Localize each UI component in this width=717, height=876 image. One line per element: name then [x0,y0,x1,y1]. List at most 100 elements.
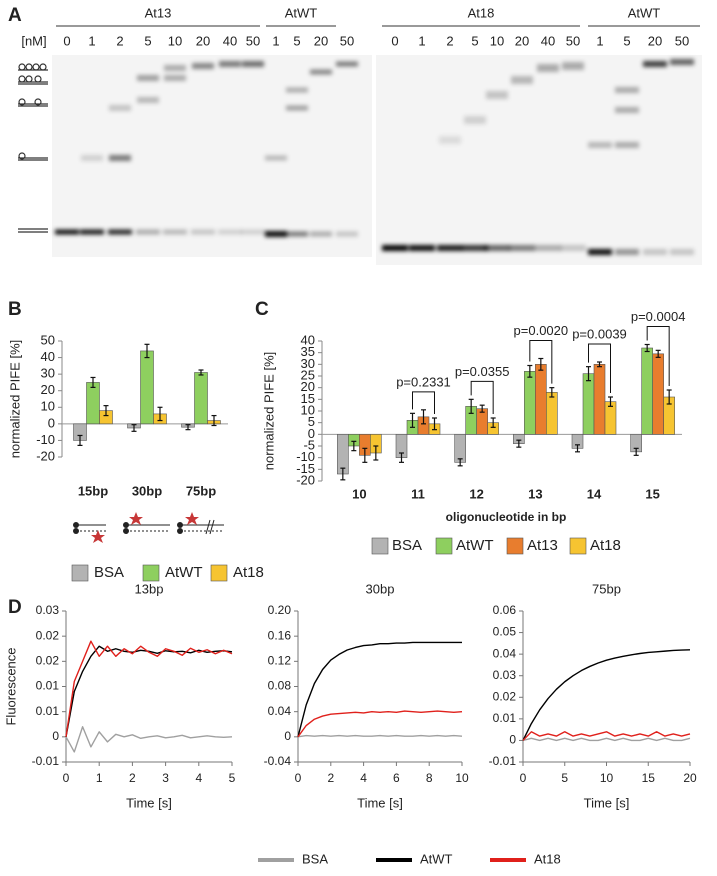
lane-label: 20 [648,33,662,48]
y-tick-label: -0.01 [32,754,60,768]
x-tick-label: 15 [642,771,656,785]
gel-band [219,61,241,67]
error-bar [457,458,463,467]
error-bar [666,389,672,405]
y-tick-label: 0.06 [493,603,517,617]
lane-label: 2 [446,33,453,48]
legend-label: At18 [233,564,264,581]
error-bar [185,424,191,431]
y-tick-label: -10 [296,449,315,464]
y-tick-label: -15 [296,461,315,476]
lane-label: 50 [246,33,260,48]
legend-swatch [71,564,89,582]
data-line [297,641,462,738]
gel-band [191,229,215,235]
y-tick-label: 15 [301,391,315,406]
gel-band [615,107,639,113]
lane-label: 50 [340,33,354,48]
data-line [297,734,463,738]
error-bar [468,398,474,414]
panel-label: B [8,299,22,320]
gel-band [486,91,508,99]
y-tick-label: 0.01 [493,711,517,725]
legend-label: BSA [94,564,124,581]
legend-swatch [142,564,160,582]
error-bar [373,445,379,461]
error-bar [410,412,415,428]
group-label: At13 [145,5,172,20]
y-tick-label: 0.01 [36,704,60,718]
significance-bracket [412,391,435,414]
y-tick-label: 0.08 [268,679,292,693]
chart-title: 30bp [366,581,395,596]
y-tick-label: -5 [303,437,315,452]
category-label: 11 [411,486,425,501]
category-label: 15bp [78,483,108,498]
unit-label: [nM] [21,33,46,48]
lane-label: 2 [116,33,123,48]
gel-band [615,142,639,148]
lane-label: 1 [596,33,603,48]
legend-label: At13 [527,537,558,554]
category-label: 12 [469,486,483,501]
gel-band [588,142,612,148]
legend-label: BSA [392,537,422,554]
x-tick-label: 0 [63,771,70,785]
error-bar [131,424,137,432]
x-tick-label: 10 [600,771,614,785]
gel-bands [55,59,694,255]
y-tick-label: -0.01 [489,754,517,768]
significance-bracket [470,380,494,414]
gel-band [109,155,131,161]
x-axis-label: Time [s] [584,795,630,810]
gel-band [439,136,461,144]
error-bar [586,366,591,382]
bar [535,364,547,435]
y-tick-label: 35 [301,344,315,359]
legend-label: AtWT [165,564,203,581]
y-tick-label: 0.03 [36,603,60,617]
legend-swatch [371,537,389,555]
category-label: 15 [645,486,659,501]
y-tick-label: 0 [52,729,59,743]
y-tick-label: 25 [301,367,315,382]
legend-swatch [506,537,524,555]
panel-label: D [8,597,22,618]
error-bar [340,467,346,481]
gel-image [376,55,702,265]
gel-band [164,75,186,81]
gel-band [409,245,435,251]
lane-label: 20 [314,33,328,48]
error-bar [549,387,555,398]
category-label: 13 [528,486,542,501]
error-bar [608,396,613,407]
gel-band [615,249,639,255]
lane-label: 20 [515,33,529,48]
gel-band [382,245,408,251]
legend-swatch [435,537,453,555]
error-bar [527,364,533,378]
y-tick-label: 10 [301,402,315,417]
error-bar [351,440,357,452]
gel-band [163,229,187,235]
error-bar [516,439,522,448]
gel-band [462,245,488,251]
lane-label: 40 [223,33,237,48]
significance-bracket [529,340,553,384]
error-bar [538,357,544,371]
y-tick-label: 0 [308,426,315,441]
x-tick-label: 2 [129,771,136,785]
x-tick-label: 5 [561,771,568,785]
gel-band [310,231,332,237]
group-label: AtWT [285,5,318,20]
lane-label: 1 [272,33,279,48]
gel-band [336,231,358,237]
gel-band [265,155,287,161]
bar [546,392,558,435]
x-axis-label: Time [s] [126,795,172,810]
gel-band [588,249,612,255]
gel-band [437,245,463,251]
x-tick-label: 0 [295,771,302,785]
gel-band [137,75,159,81]
